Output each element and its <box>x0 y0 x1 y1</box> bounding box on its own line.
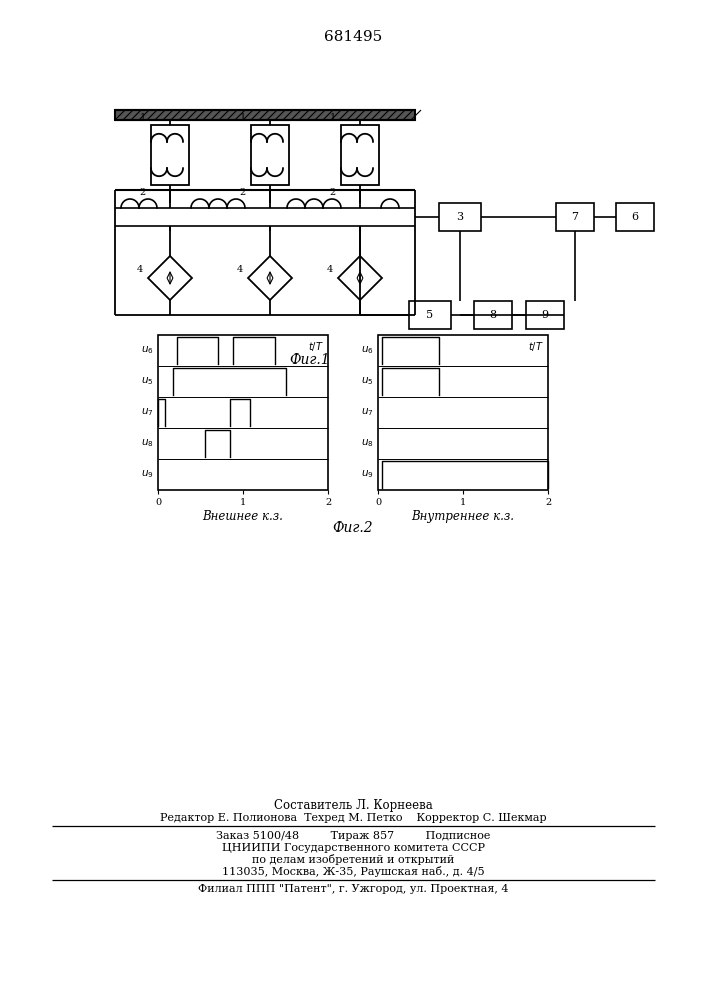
Text: по делам изобретений и открытий: по делам изобретений и открытий <box>252 854 454 865</box>
Text: 3: 3 <box>457 212 464 222</box>
Text: 2: 2 <box>325 498 331 507</box>
Text: 2: 2 <box>545 498 551 507</box>
Text: $u_5$: $u_5$ <box>141 376 154 387</box>
Text: Составитель Л. Корнеева: Составитель Л. Корнеева <box>274 798 433 812</box>
Bar <box>115 110 415 120</box>
Text: 4: 4 <box>237 265 243 274</box>
Text: 1: 1 <box>460 498 466 507</box>
Bar <box>556 203 594 231</box>
Text: 1: 1 <box>329 113 336 122</box>
Text: ЦНИИПИ Государственного комитета СССР: ЦНИИПИ Государственного комитета СССР <box>221 843 484 853</box>
Text: $u_7$: $u_7$ <box>361 407 374 418</box>
Text: 2: 2 <box>140 188 146 197</box>
Text: 0: 0 <box>155 498 161 507</box>
Text: Внутреннее к.з.: Внутреннее к.з. <box>411 510 515 523</box>
Bar <box>151 125 189 185</box>
Text: 113035, Москва, Ж-35, Раушская наб., д. 4/5: 113035, Москва, Ж-35, Раушская наб., д. … <box>222 866 484 877</box>
Bar <box>474 301 512 329</box>
Text: $t/T$: $t/T$ <box>308 340 324 353</box>
Text: Редактор Е. Полионова  Техред М. Петко    Корректор С. Шекмар: Редактор Е. Полионова Техред М. Петко Ко… <box>160 813 547 823</box>
Text: $u_8$: $u_8$ <box>361 438 374 449</box>
Polygon shape <box>338 256 382 300</box>
Bar <box>409 301 451 329</box>
Text: 0: 0 <box>375 498 381 507</box>
Bar <box>616 203 654 231</box>
Polygon shape <box>148 256 192 300</box>
Text: 1: 1 <box>140 113 146 122</box>
Bar <box>378 335 548 490</box>
Text: Внешнее к.з.: Внешнее к.з. <box>203 510 284 523</box>
Text: Фиг.1: Фиг.1 <box>290 353 330 367</box>
Text: Филиал ППП "Патент", г. Ужгород, ул. Проектная, 4: Филиал ППП "Патент", г. Ужгород, ул. Про… <box>198 884 508 894</box>
Text: 7: 7 <box>571 212 578 222</box>
Text: $u_9$: $u_9$ <box>141 469 154 480</box>
Text: 1: 1 <box>240 498 246 507</box>
Text: Заказ 5100/48         Тираж 857         Подписное: Заказ 5100/48 Тираж 857 Подписное <box>216 831 490 841</box>
Polygon shape <box>248 256 292 300</box>
Text: $u_5$: $u_5$ <box>361 376 374 387</box>
Text: 1: 1 <box>240 113 246 122</box>
Text: 2: 2 <box>240 188 246 197</box>
Bar <box>526 301 564 329</box>
Text: 681495: 681495 <box>324 30 382 44</box>
Bar <box>158 335 328 490</box>
Text: Фиг.2: Фиг.2 <box>333 521 373 535</box>
Text: 2: 2 <box>329 188 336 197</box>
Text: 5: 5 <box>426 310 433 320</box>
Text: $u_9$: $u_9$ <box>361 469 374 480</box>
Text: $t/T$: $t/T$ <box>528 340 544 353</box>
Text: $u_6$: $u_6$ <box>141 345 154 356</box>
Text: 4: 4 <box>327 265 333 274</box>
Text: 6: 6 <box>631 212 638 222</box>
Text: $u_6$: $u_6$ <box>361 345 374 356</box>
Text: $u_7$: $u_7$ <box>141 407 154 418</box>
Bar <box>439 203 481 231</box>
Bar <box>341 125 379 185</box>
Bar <box>251 125 289 185</box>
Text: 4: 4 <box>136 265 143 274</box>
Text: 8: 8 <box>489 310 496 320</box>
Text: $u_8$: $u_8$ <box>141 438 154 449</box>
Text: 9: 9 <box>542 310 549 320</box>
